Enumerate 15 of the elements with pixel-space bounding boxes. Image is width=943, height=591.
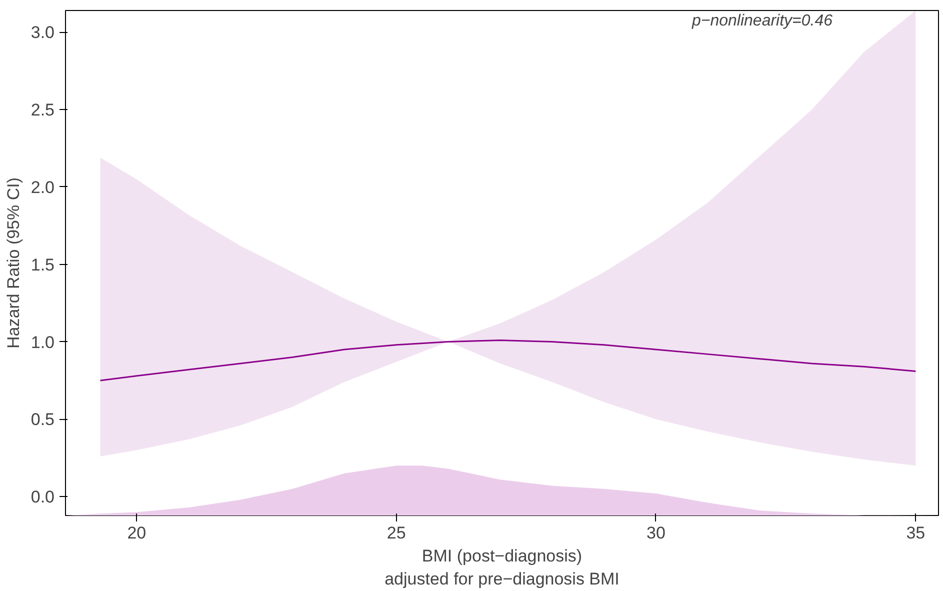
x-axis-title: BMI (post−diagnosis) adjusted for pre−diagnosis BMI (384, 546, 620, 588)
y-tick-label: 1.0 (30, 332, 55, 352)
x-tick-label: 30 (646, 524, 666, 542)
annotation: p−nonlinearity=0.46 (690, 12, 833, 30)
x-tick-label: 20 (127, 524, 146, 542)
y-tick-label: 2.5 (30, 100, 55, 120)
y-tick-label: 0.5 (30, 410, 55, 430)
x-tick-label: 25 (386, 524, 406, 542)
y-tick-label: 1.5 (30, 255, 55, 274)
y-tick-label: 2.0 (30, 178, 55, 197)
y-axis-title: Hazard Ratio (95% CI) (4, 177, 23, 348)
y-tick-label: 0.0 (30, 488, 55, 507)
line-series (100, 340, 916, 382)
y-tick-label: 3.0 (30, 23, 55, 42)
x-tick-label: 35 (906, 524, 926, 542)
